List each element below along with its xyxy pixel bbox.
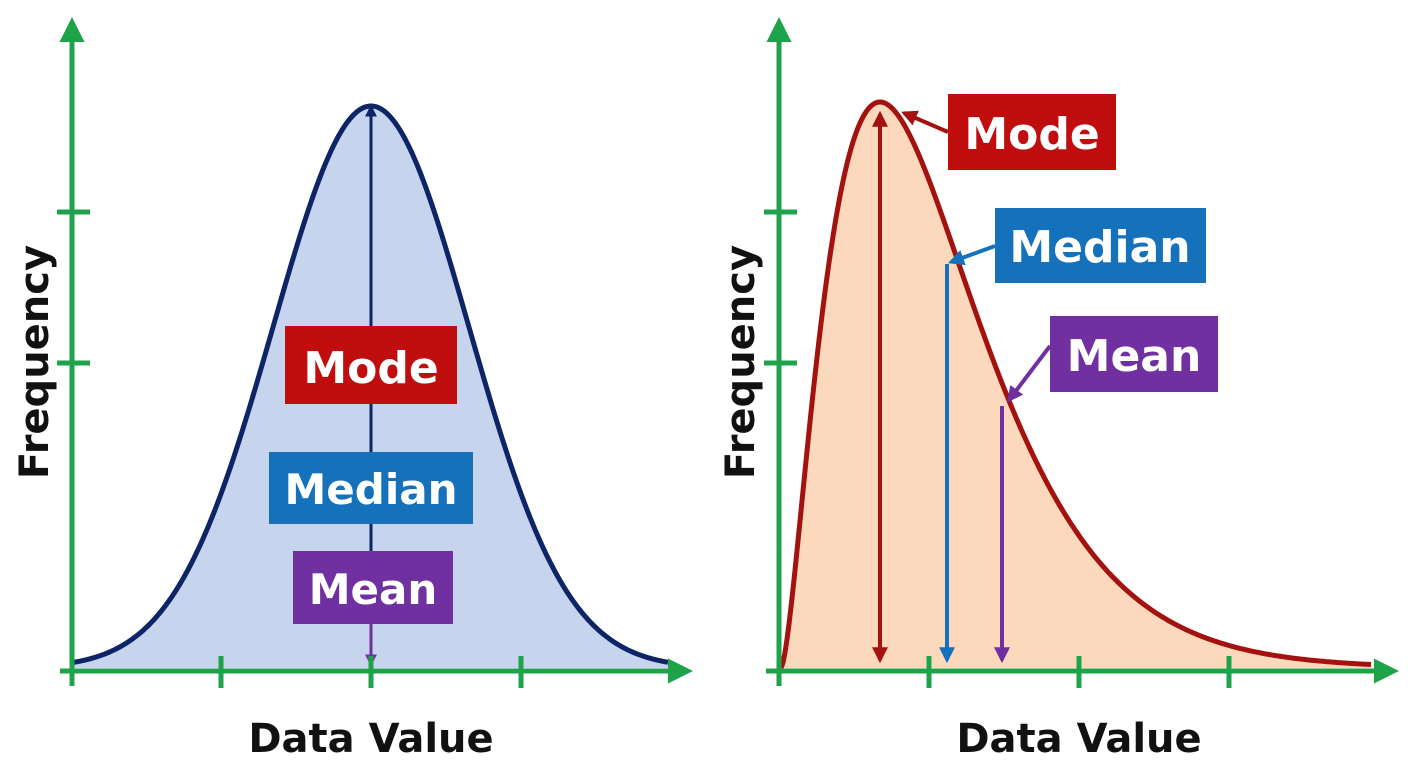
symmetric-mode-label: Mode [285, 326, 457, 404]
skewed-mean-text: Mean [1067, 331, 1202, 382]
skewed-median-pointer [947, 244, 996, 266]
skewed-curve [778, 99, 1372, 669]
skewed-x-axis-title: Data Value [956, 716, 1201, 762]
skewed-mean-label: Mean [1050, 316, 1218, 392]
skewed-axis-ticks [764, 209, 1232, 688]
skewed-y-axis-title: Frequency [718, 245, 764, 479]
skewed-curve-fill [781, 102, 1372, 668]
symmetric-axis-ticks [57, 209, 524, 688]
skewed-median-label: Median [995, 208, 1206, 283]
skewed-mean-pointer [1007, 344, 1052, 403]
skewed-mode-text: Mode [964, 109, 1099, 160]
symmetric-curve [71, 103, 669, 666]
skewed-mode-label: Mode [948, 94, 1116, 170]
symmetric-mean-text: Mean [309, 565, 438, 614]
symmetric-mean-label: Mean [293, 551, 453, 624]
skewed-panel: Mode Median Mean Data Value Frequency [718, 17, 1399, 762]
skewed-median-text: Median [1009, 222, 1190, 273]
skewed-mode-pointer [901, 110, 949, 134]
symmetric-median-label: Median [269, 452, 473, 524]
symmetric-y-axis-title: Frequency [12, 245, 58, 479]
symmetric-mode-text: Mode [303, 343, 438, 394]
symmetric-x-axis-title: Data Value [248, 716, 493, 762]
symmetric-median-text: Median [285, 465, 458, 514]
symmetric-panel: Mode Median Mean Data Value Frequency [12, 17, 693, 762]
